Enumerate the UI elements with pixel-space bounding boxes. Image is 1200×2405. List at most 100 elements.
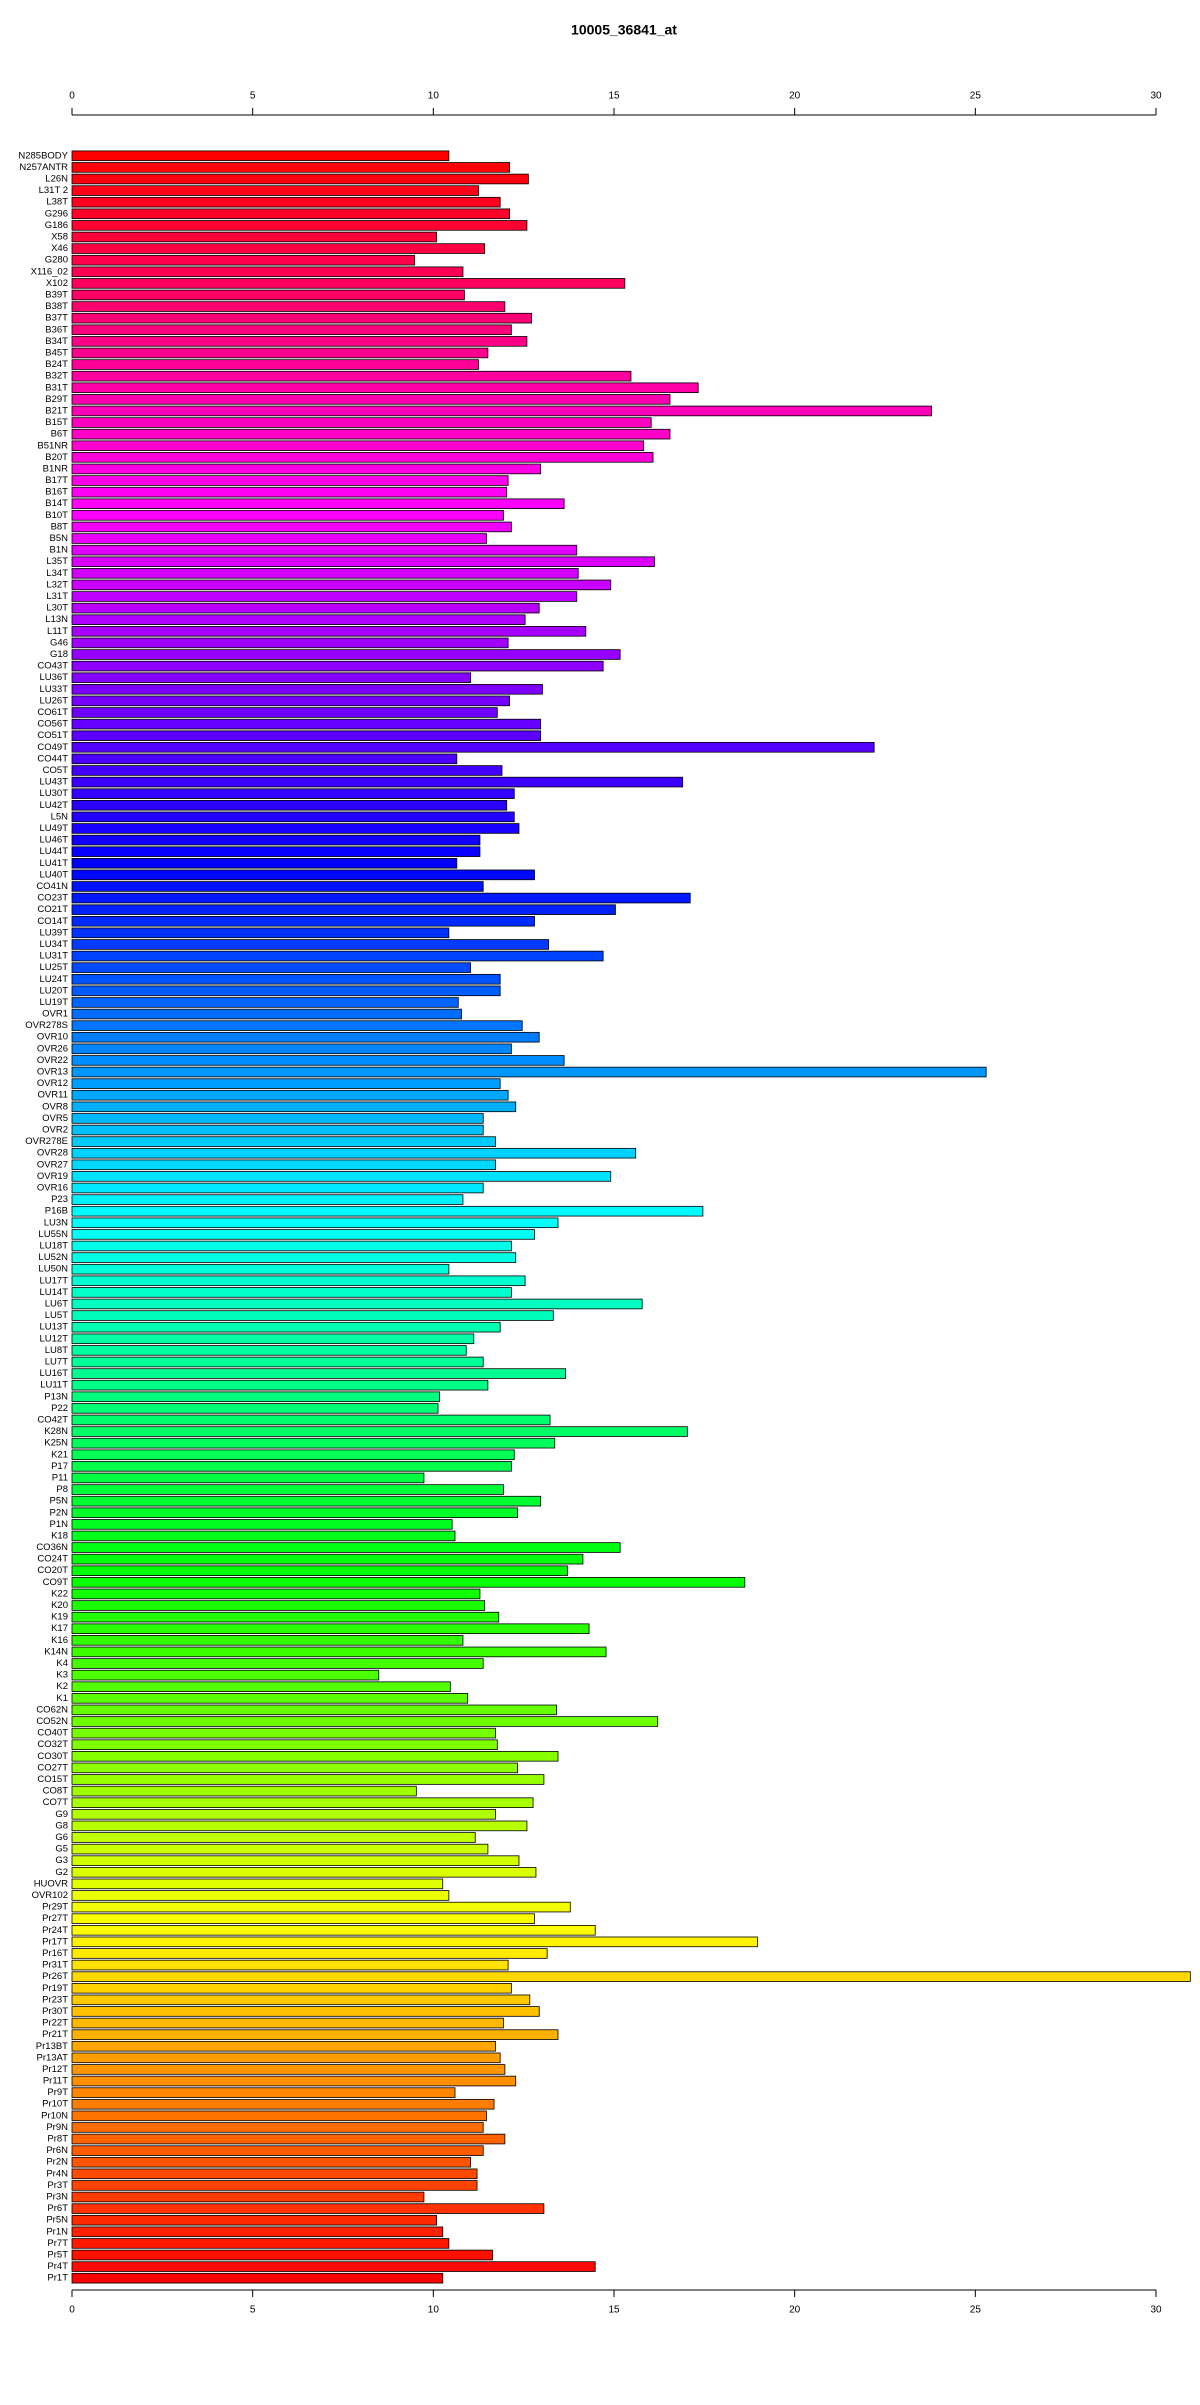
bar bbox=[71, 1530, 456, 1542]
bar bbox=[71, 1449, 515, 1461]
y-tick-label: Pr8T bbox=[47, 2134, 68, 2145]
y-tick-label: LU50N bbox=[38, 1264, 68, 1275]
bar bbox=[71, 2064, 506, 2075]
y-tick-label: LU16T bbox=[39, 1368, 68, 1379]
bar bbox=[71, 1797, 534, 1808]
y-tick-label: Pr16T bbox=[42, 1948, 68, 1959]
bar bbox=[71, 1577, 746, 1588]
x-tick-label: 0 bbox=[69, 2305, 75, 2316]
y-tick-label: CO24T bbox=[37, 1554, 68, 1565]
bar bbox=[71, 1658, 484, 1669]
y-tick-label: G280 bbox=[45, 255, 68, 266]
x-tick-label: 10 bbox=[428, 2305, 440, 2316]
y-tick-label: L34T bbox=[46, 568, 68, 579]
y-tick-label: L30T bbox=[46, 603, 68, 614]
y-tick-label: L31T 2 bbox=[39, 185, 68, 196]
bar bbox=[71, 1820, 528, 1832]
y-tick-label: K25N bbox=[44, 1438, 68, 1449]
y-tick-label: K20 bbox=[51, 1600, 68, 1611]
y-tick-label: CO8T bbox=[43, 1786, 69, 1797]
y-tick-label: CO14T bbox=[37, 916, 68, 927]
bar bbox=[71, 359, 479, 370]
y-tick-label: G9 bbox=[55, 1809, 68, 1820]
y-tick-label: LU39T bbox=[39, 927, 68, 938]
y-tick-label: OVR278E bbox=[25, 1136, 68, 1147]
y-tick-label: B17T bbox=[45, 475, 68, 486]
bar bbox=[71, 510, 504, 521]
bar bbox=[71, 1832, 476, 1843]
y-tick-label: LU34T bbox=[39, 939, 68, 950]
bar bbox=[71, 684, 543, 695]
y-tick-label: LU40T bbox=[39, 869, 68, 880]
y-tick-label: Pr21T bbox=[42, 2029, 68, 2040]
bar bbox=[71, 1263, 450, 1275]
bar bbox=[71, 1205, 704, 1217]
bar bbox=[71, 997, 459, 1008]
y-tick-label: L32T bbox=[46, 579, 68, 590]
y-tick-label: Pr30T bbox=[42, 2006, 68, 2017]
bar bbox=[71, 1217, 559, 1229]
x-tick-label: 20 bbox=[789, 91, 801, 102]
y-tick-label: Pr12T bbox=[42, 2064, 68, 2075]
bar bbox=[71, 2133, 506, 2145]
y-tick-label: B45T bbox=[45, 347, 68, 358]
bar bbox=[71, 394, 671, 405]
y-tick-label: B1N bbox=[50, 545, 69, 556]
y-tick-label: Pr3T bbox=[47, 2180, 68, 2191]
y-tick-label: LU42T bbox=[39, 800, 68, 811]
y-tick-label: OVR22 bbox=[37, 1055, 68, 1066]
x-tick-label: 30 bbox=[1150, 2305, 1162, 2316]
bar bbox=[71, 1971, 1191, 1982]
bar bbox=[71, 1855, 520, 1866]
y-tick-label: L38T bbox=[46, 197, 68, 208]
y-tick-label: G186 bbox=[45, 220, 68, 231]
y-tick-label: B5N bbox=[50, 533, 69, 544]
y-tick-label: B29T bbox=[45, 394, 68, 405]
y-tick-label: P2N bbox=[50, 1507, 69, 1518]
y-tick-label: B20T bbox=[45, 452, 68, 463]
bar bbox=[71, 1751, 559, 1762]
y-tick-label: OVR28 bbox=[37, 1148, 68, 1159]
bar bbox=[71, 1495, 542, 1507]
bar bbox=[71, 846, 481, 857]
y-tick-label: Pr22T bbox=[42, 2018, 68, 2029]
bar bbox=[71, 765, 503, 776]
y-tick-label: L35T bbox=[46, 556, 68, 567]
bar bbox=[71, 753, 458, 765]
bar bbox=[71, 823, 520, 834]
bar bbox=[71, 1727, 496, 1739]
bar bbox=[71, 2098, 495, 2110]
x-tick-label: 10 bbox=[428, 91, 440, 102]
bar bbox=[71, 1635, 464, 1646]
bar bbox=[71, 1229, 535, 1240]
y-tick-label: Pr1N bbox=[46, 2226, 68, 2237]
y-tick-label: Pr6T bbox=[47, 2203, 68, 2214]
bar bbox=[71, 428, 671, 440]
y-tick-label: OVR2 bbox=[42, 1125, 68, 1136]
bar bbox=[71, 2122, 484, 2133]
y-tick-label: X116_02 bbox=[31, 266, 68, 277]
bar bbox=[71, 1321, 501, 1333]
bar bbox=[71, 150, 450, 162]
bar bbox=[71, 1913, 535, 1924]
y-tick-label: LU13T bbox=[39, 1322, 68, 1333]
y-tick-label: Pr4T bbox=[47, 2261, 68, 2272]
bar bbox=[71, 637, 509, 649]
bar bbox=[71, 440, 645, 452]
bar bbox=[71, 660, 604, 672]
bar bbox=[71, 243, 486, 254]
y-tick-label: LU8T bbox=[45, 1345, 68, 1356]
y-tick-label: CO40T bbox=[37, 1728, 68, 1739]
bar bbox=[71, 1031, 540, 1043]
bar bbox=[71, 278, 626, 289]
bar bbox=[71, 1240, 512, 1252]
y-tick-label: K1 bbox=[56, 1693, 68, 1704]
bar bbox=[71, 1878, 444, 1890]
bar bbox=[71, 498, 565, 510]
y-tick-label: L13N bbox=[45, 614, 68, 625]
y-tick-label: CO23T bbox=[37, 893, 68, 904]
y-tick-label: B38T bbox=[45, 301, 68, 312]
bar bbox=[71, 1843, 489, 1855]
y-tick-label: LU20T bbox=[39, 985, 68, 996]
y-tick-label: B14T bbox=[45, 498, 68, 509]
